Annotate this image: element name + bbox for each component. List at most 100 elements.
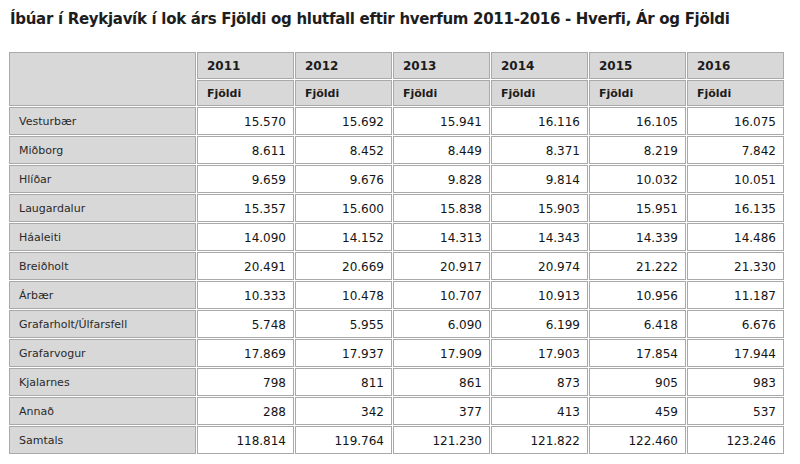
value-cell: 121.822: [491, 426, 588, 454]
table-row: Samtals118.814119.764121.230121.822122.4…: [9, 426, 784, 454]
value-cell: 15.357: [197, 194, 294, 222]
value-cell: 15.941: [393, 107, 490, 135]
value-cell: 10.032: [589, 165, 686, 193]
measure-header-2014: Fjöldi: [491, 80, 588, 106]
value-cell: 17.869: [197, 339, 294, 367]
row-label: Vesturbær: [9, 107, 196, 135]
row-label: Hlíðar: [9, 165, 196, 193]
value-cell: 342: [295, 397, 392, 425]
year-header-2013: 2013: [393, 52, 490, 79]
value-cell: 10.333: [197, 281, 294, 309]
value-cell: 15.951: [589, 194, 686, 222]
row-label: Samtals: [9, 426, 196, 454]
table-row: Hlíðar9.6599.6769.8289.81410.03210.051: [9, 165, 784, 193]
value-cell: 9.676: [295, 165, 392, 193]
table-row: Laugardalur15.35715.60015.83815.90315.95…: [9, 194, 784, 222]
value-cell: 873: [491, 368, 588, 396]
value-cell: 9.814: [491, 165, 588, 193]
value-cell: 122.460: [589, 426, 686, 454]
row-label: Annað: [9, 397, 196, 425]
value-cell: 15.692: [295, 107, 392, 135]
value-cell: 8.371: [491, 136, 588, 164]
measure-header-2013: Fjöldi: [393, 80, 490, 106]
table-row: Annað288342377413459537: [9, 397, 784, 425]
year-header-row: 201120122013201420152016: [9, 52, 784, 79]
row-label: Kjalarnes: [9, 368, 196, 396]
value-cell: 15.903: [491, 194, 588, 222]
measure-header-2011: Fjöldi: [197, 80, 294, 106]
table-row: Breiðholt20.49120.66920.91720.97421.2222…: [9, 252, 784, 280]
value-cell: 8.449: [393, 136, 490, 164]
value-cell: 10.913: [491, 281, 588, 309]
value-cell: 16.135: [687, 194, 784, 222]
population-table: 201120122013201420152016 FjöldiFjöldiFjö…: [8, 51, 785, 455]
value-cell: 459: [589, 397, 686, 425]
year-header-2012: 2012: [295, 52, 392, 79]
year-header-2016: 2016: [687, 52, 784, 79]
value-cell: 413: [491, 397, 588, 425]
value-cell: 10.051: [687, 165, 784, 193]
value-cell: 17.909: [393, 339, 490, 367]
table-row: Grafarholt/Úlfarsfell5.7485.9556.0906.19…: [9, 310, 784, 338]
value-cell: 14.313: [393, 223, 490, 251]
row-label: Miðborg: [9, 136, 196, 164]
value-cell: 119.764: [295, 426, 392, 454]
page: Íbúar í Reykjavík í lok árs Fjöldi og hl…: [0, 10, 800, 464]
value-cell: 14.090: [197, 223, 294, 251]
table-body: Vesturbær15.57015.69215.94116.11616.1051…: [9, 107, 784, 454]
value-cell: 121.230: [393, 426, 490, 454]
table-row: Árbær10.33310.47810.70710.91310.95611.18…: [9, 281, 784, 309]
value-cell: 8.452: [295, 136, 392, 164]
value-cell: 14.486: [687, 223, 784, 251]
value-cell: 9.828: [393, 165, 490, 193]
value-cell: 10.707: [393, 281, 490, 309]
value-cell: 861: [393, 368, 490, 396]
value-cell: 5.748: [197, 310, 294, 338]
row-label: Háaleiti: [9, 223, 196, 251]
row-label: Árbær: [9, 281, 196, 309]
measure-header-2016: Fjöldi: [687, 80, 784, 106]
page-title: Íbúar í Reykjavík í lok árs Fjöldi og hl…: [10, 10, 800, 28]
value-cell: 537: [687, 397, 784, 425]
value-cell: 21.222: [589, 252, 686, 280]
value-cell: 17.937: [295, 339, 392, 367]
value-cell: 8.219: [589, 136, 686, 164]
value-cell: 15.570: [197, 107, 294, 135]
value-cell: 6.676: [687, 310, 784, 338]
table-row: Grafarvogur17.86917.93717.90917.90317.85…: [9, 339, 784, 367]
value-cell: 16.116: [491, 107, 588, 135]
value-cell: 798: [197, 368, 294, 396]
value-cell: 15.838: [393, 194, 490, 222]
value-cell: 118.814: [197, 426, 294, 454]
value-cell: 811: [295, 368, 392, 396]
table-row: Miðborg8.6118.4528.4498.3718.2197.842: [9, 136, 784, 164]
value-cell: 10.956: [589, 281, 686, 309]
measure-header-2015: Fjöldi: [589, 80, 686, 106]
year-header-2015: 2015: [589, 52, 686, 79]
value-cell: 10.478: [295, 281, 392, 309]
value-cell: 905: [589, 368, 686, 396]
corner-cell: [9, 52, 196, 106]
value-cell: 21.330: [687, 252, 784, 280]
value-cell: 16.075: [687, 107, 784, 135]
value-cell: 20.974: [491, 252, 588, 280]
row-label: Grafarholt/Úlfarsfell: [9, 310, 196, 338]
value-cell: 8.611: [197, 136, 294, 164]
value-cell: 6.199: [491, 310, 588, 338]
value-cell: 16.105: [589, 107, 686, 135]
value-cell: 6.090: [393, 310, 490, 338]
value-cell: 20.491: [197, 252, 294, 280]
value-cell: 9.659: [197, 165, 294, 193]
measure-header-2012: Fjöldi: [295, 80, 392, 106]
value-cell: 15.600: [295, 194, 392, 222]
table-row: Kjalarnes798811861873905983: [9, 368, 784, 396]
value-cell: 11.187: [687, 281, 784, 309]
value-cell: 123.246: [687, 426, 784, 454]
value-cell: 20.917: [393, 252, 490, 280]
value-cell: 288: [197, 397, 294, 425]
value-cell: 17.903: [491, 339, 588, 367]
value-cell: 17.854: [589, 339, 686, 367]
value-cell: 5.955: [295, 310, 392, 338]
table-header: 201120122013201420152016 FjöldiFjöldiFjö…: [9, 52, 784, 106]
value-cell: 14.339: [589, 223, 686, 251]
